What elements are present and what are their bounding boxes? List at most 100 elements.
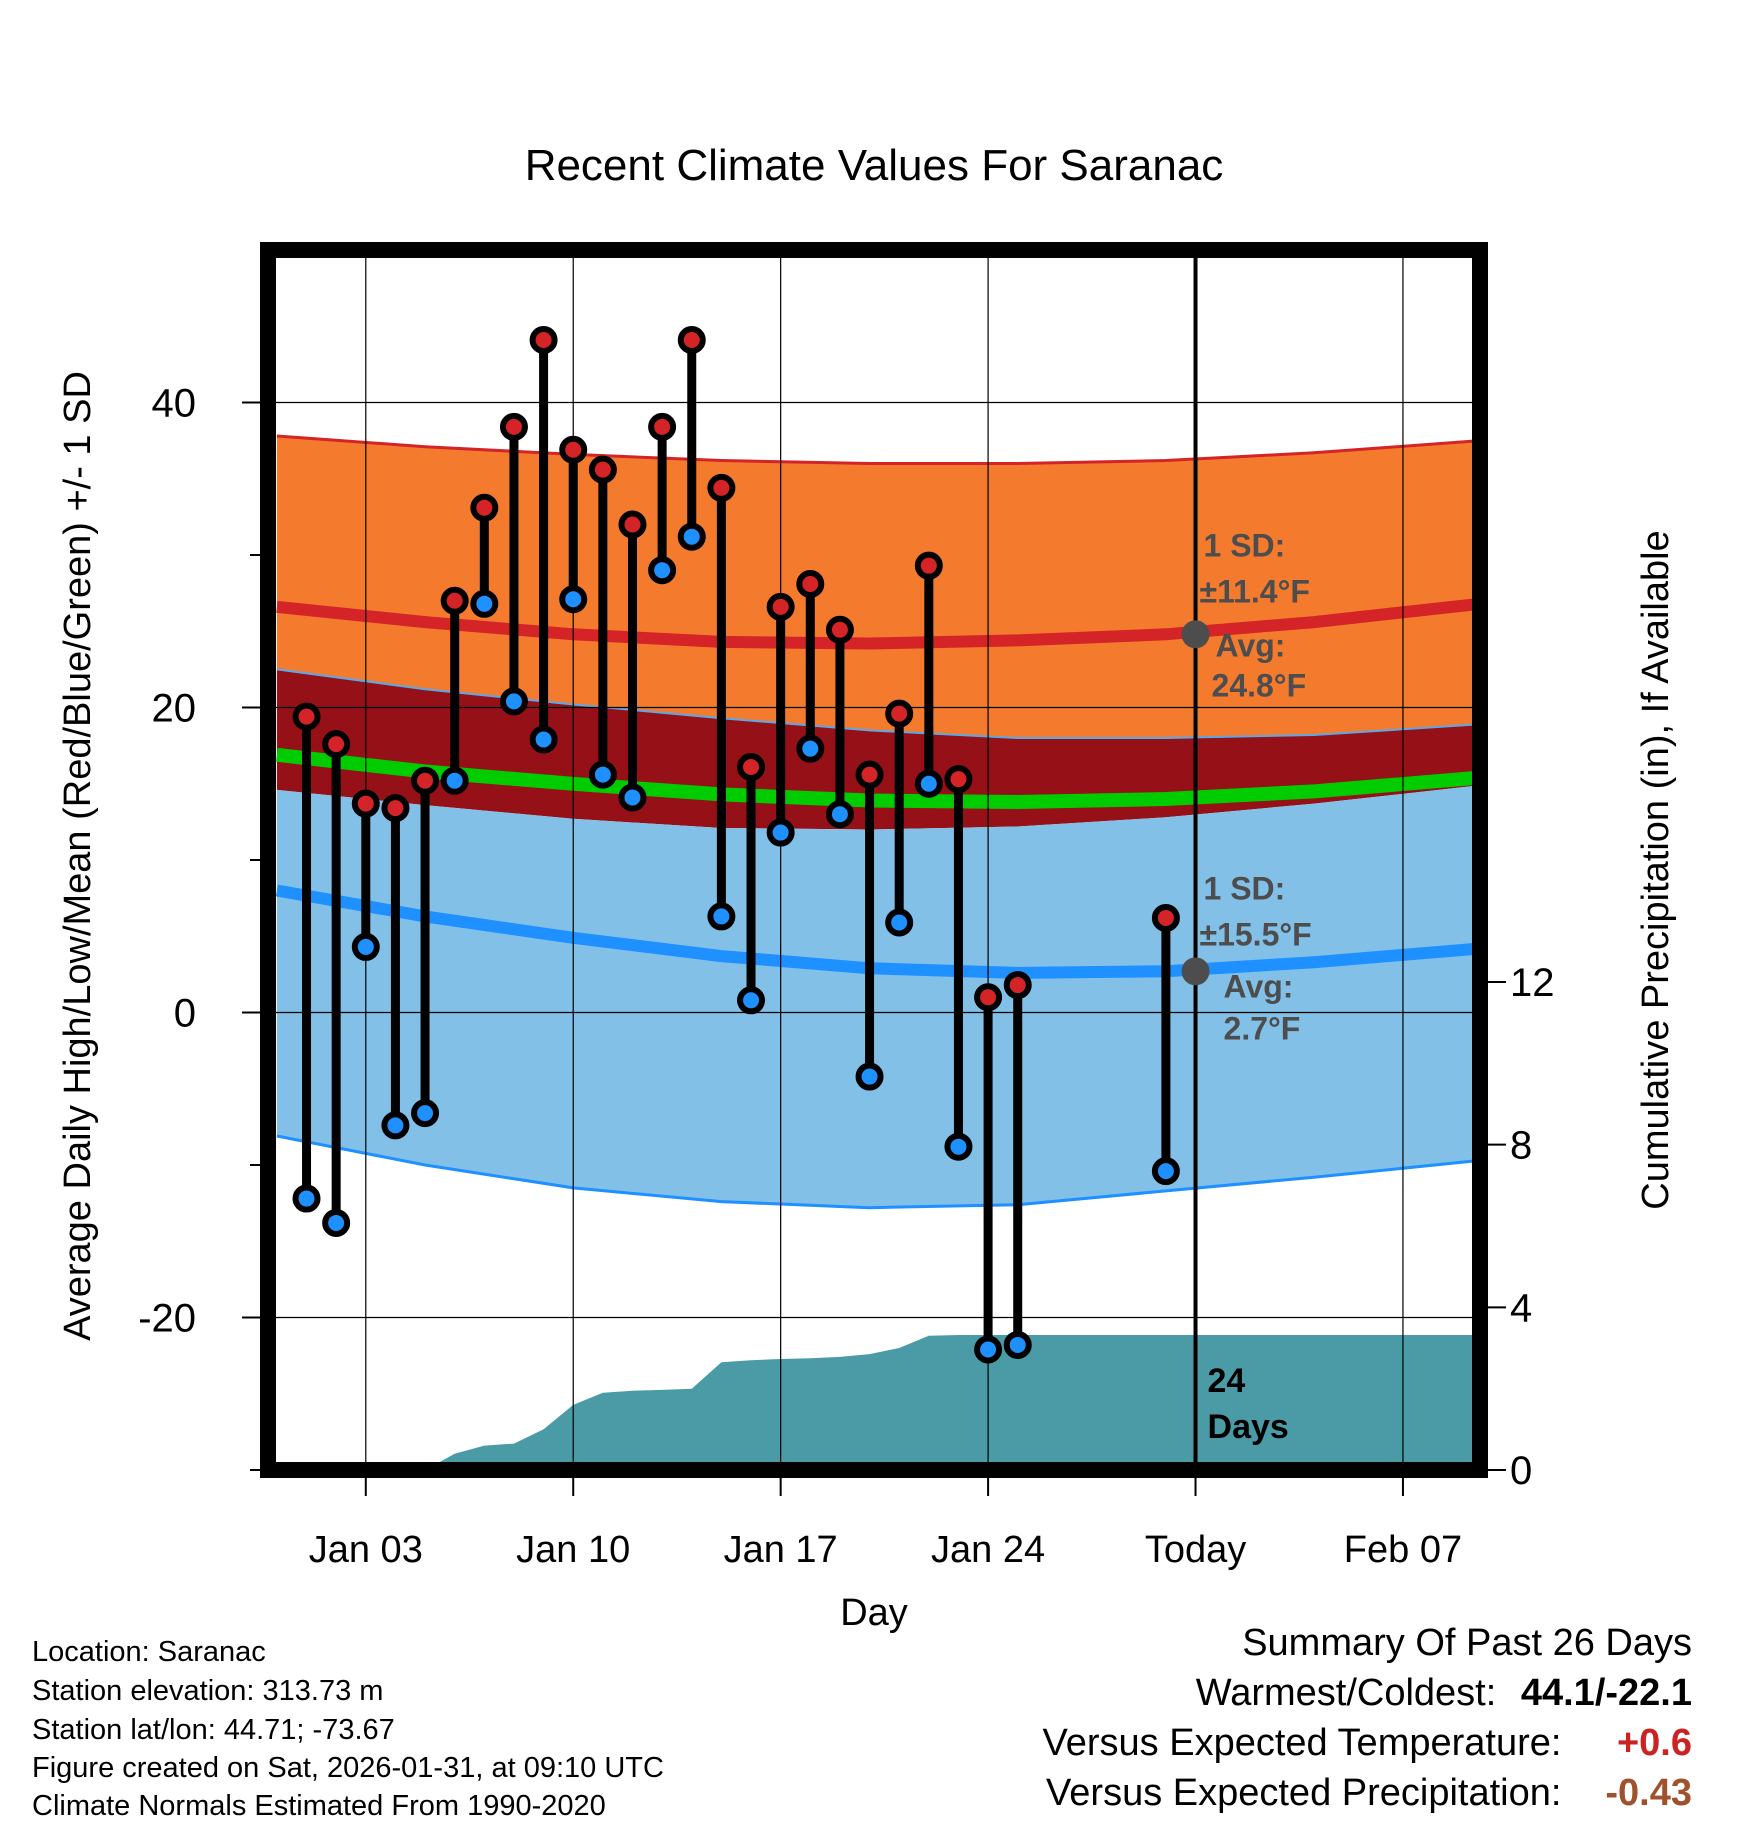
low-sd-band: [276, 785, 1480, 1208]
summary-title: Summary Of Past 26 Days: [1242, 1622, 1692, 1664]
daily-low-point: [707, 902, 736, 931]
daily-high-point: [944, 765, 973, 794]
low-avg-marker: [1181, 957, 1210, 986]
daily-low-point: [825, 800, 854, 829]
summary-precip-value: -0.43: [1605, 1772, 1692, 1814]
daily-low-point: [411, 1099, 440, 1128]
info-latlon: Station lat/lon: 44.71; -73.67: [32, 1714, 395, 1746]
x-tick-label: Jan 10: [516, 1529, 630, 1571]
y2-tick-label: 4: [1510, 1286, 1532, 1330]
chart-title: Recent Climate Values For Saranac: [525, 141, 1224, 190]
daily-high-point: [1151, 903, 1180, 932]
daily-low-point: [588, 760, 617, 789]
daily-low-point: [1003, 1330, 1032, 1359]
y2-tick-label: 8: [1510, 1124, 1532, 1168]
daily-low-point: [529, 725, 558, 754]
daily-high-point: [618, 510, 647, 539]
daily-low-point: [944, 1132, 973, 1161]
daily-high-point: [707, 473, 736, 502]
daily-high-point: [529, 325, 558, 354]
daily-low-point: [737, 986, 766, 1015]
daily-low-point: [470, 589, 499, 618]
precip-area: [268, 1335, 1480, 1470]
high-avg-line: [276, 597, 1480, 650]
precip-days-word: Days: [1208, 1408, 1289, 1446]
daily-high-point: [292, 702, 321, 731]
daily-low-point: [292, 1184, 321, 1213]
daily-low-point: [351, 932, 380, 961]
plot-frame: [260, 242, 1488, 1478]
daily-high-point: [825, 615, 854, 644]
x-tick-label: Jan 03: [309, 1529, 423, 1571]
info-location: Location: Saranac: [32, 1636, 266, 1668]
summary-warm-cold-label: Warmest/Coldest:: [1195, 1672, 1497, 1714]
daily-high-point: [914, 551, 943, 580]
daily-high-point: [796, 569, 825, 598]
summary-warm-cold: Warmest/Coldest: 44.1/-22.1: [1196, 1672, 1692, 1715]
daily-low-point: [914, 769, 943, 798]
daily-high-point: [588, 455, 617, 484]
y2-axis-label: Cumulative Precipitation (in), If Availa…: [1635, 530, 1677, 1209]
x-tick-label: Jan 24: [931, 1529, 1045, 1571]
daily-high-point: [974, 983, 1003, 1012]
y-tick-label: 0: [174, 992, 196, 1036]
high-avg-label: Avg:: [1216, 627, 1286, 663]
daily-low-point: [1151, 1157, 1180, 1186]
low-sd-label: 1 SD:: [1204, 870, 1286, 906]
daily-low-point: [381, 1111, 410, 1140]
daily-low-point: [499, 687, 528, 716]
high-lower-edge: [276, 668, 1480, 739]
daily-low-point: [885, 908, 914, 937]
daily-low-point: [440, 766, 469, 795]
daily-low-point: [648, 556, 677, 585]
daily-low-point: [855, 1062, 884, 1091]
daily-high-point: [381, 794, 410, 823]
summary-temp-label: Versus Expected Temperature:: [1042, 1722, 1562, 1764]
daily-high-point: [766, 592, 795, 621]
summary-temp-value: +0.6: [1616, 1722, 1692, 1764]
summary-temp: Versus Expected Temperature: +0.6: [1043, 1722, 1692, 1765]
daily-low-point: [974, 1335, 1003, 1364]
daily-high-point: [440, 586, 469, 615]
y-axis-label: Average Daily High/Low/Mean (Red/Blue/Gr…: [57, 371, 99, 1341]
summary-precip: Versus Expected Precipitation: -0.43: [1046, 1772, 1692, 1815]
daily-low-point: [677, 522, 706, 551]
y2-tick-label: 0: [1510, 1449, 1532, 1493]
daily-high-point: [677, 325, 706, 354]
y2-tick-label: 12: [1510, 961, 1555, 1005]
daily-high-point: [499, 412, 528, 441]
high-sd-label: 1 SD:: [1204, 527, 1286, 563]
high-sd-value: ±11.4°F: [1200, 573, 1310, 609]
y-tick-label: 20: [152, 687, 197, 731]
daily-high-point: [737, 752, 766, 781]
x-tick-label: Feb 07: [1344, 1529, 1462, 1571]
high-avg-marker: [1181, 620, 1210, 649]
daily-high-point: [855, 760, 884, 789]
daily-low-point: [766, 818, 795, 847]
y-tick-label: -20: [138, 1297, 196, 1341]
summary-warm-cold-value: 44.1/-22.1: [1520, 1672, 1692, 1714]
summary-precip-label: Versus Expected Precipitation:: [1046, 1772, 1562, 1814]
low-lower-edge: [276, 1134, 1480, 1210]
x-axis-label: Day: [840, 1592, 908, 1634]
daily-low-point: [559, 585, 588, 614]
daily-high-point: [885, 699, 914, 728]
daily-high-point: [470, 493, 499, 522]
daily-high-point: [411, 766, 440, 795]
high-upper-edge: [276, 434, 1480, 465]
info-normals: Climate Normals Estimated From 1990-2020: [32, 1790, 606, 1822]
info-elevation: Station elevation: 313.73 m: [32, 1675, 384, 1707]
high-avg-value: 24.8°F: [1212, 667, 1307, 703]
daily-low-point: [796, 734, 825, 763]
info-created: Figure created on Sat, 2026-01-31, at 09…: [32, 1752, 664, 1784]
daily-high-point: [648, 412, 677, 441]
daily-high-point: [351, 789, 380, 818]
daily-low-point: [322, 1208, 351, 1237]
x-tick-label: Today: [1145, 1529, 1246, 1571]
y-tick-label: 40: [152, 382, 197, 426]
precip-days-count: 24: [1208, 1362, 1246, 1400]
daily-high-point: [322, 730, 351, 759]
low-sd-value: ±15.5°F: [1200, 916, 1312, 952]
low-avg-value: 2.7°F: [1224, 1010, 1301, 1046]
